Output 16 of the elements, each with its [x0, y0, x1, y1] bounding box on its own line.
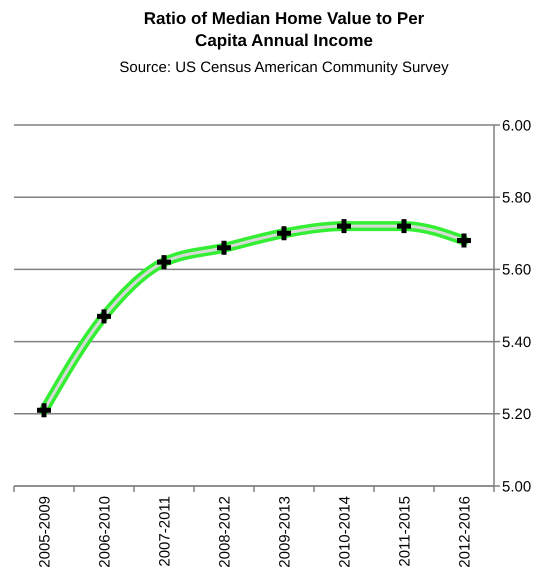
y-tick-label: 5.80 [502, 189, 532, 206]
x-tick-label: 2008-2012 [216, 496, 234, 568]
y-tick-label: 6.00 [502, 117, 532, 134]
x-tick-label: 2011-2015 [396, 496, 414, 567]
x-tick-label: 2007-2011 [156, 496, 174, 567]
x-tick-label: 2006-2010 [96, 496, 114, 568]
y-tick-label: 5.00 [502, 478, 532, 496]
x-tick-label: 2010-2014 [336, 496, 354, 568]
y-tick-label: 5.60 [502, 262, 532, 279]
x-tick-label: 2005-2009 [36, 496, 54, 568]
x-tick-label: 2009-2013 [276, 496, 294, 568]
chart-subtitle: Source: US Census American Community Survey [119, 59, 450, 76]
x-tick-label: 2012-2016 [456, 496, 474, 568]
y-tick-label: 5.20 [502, 406, 532, 424]
y-tick-label: 5.40 [502, 334, 532, 351]
chart-title: Ratio of Median Home Value to Per Capita Annual Income [144, 9, 425, 50]
